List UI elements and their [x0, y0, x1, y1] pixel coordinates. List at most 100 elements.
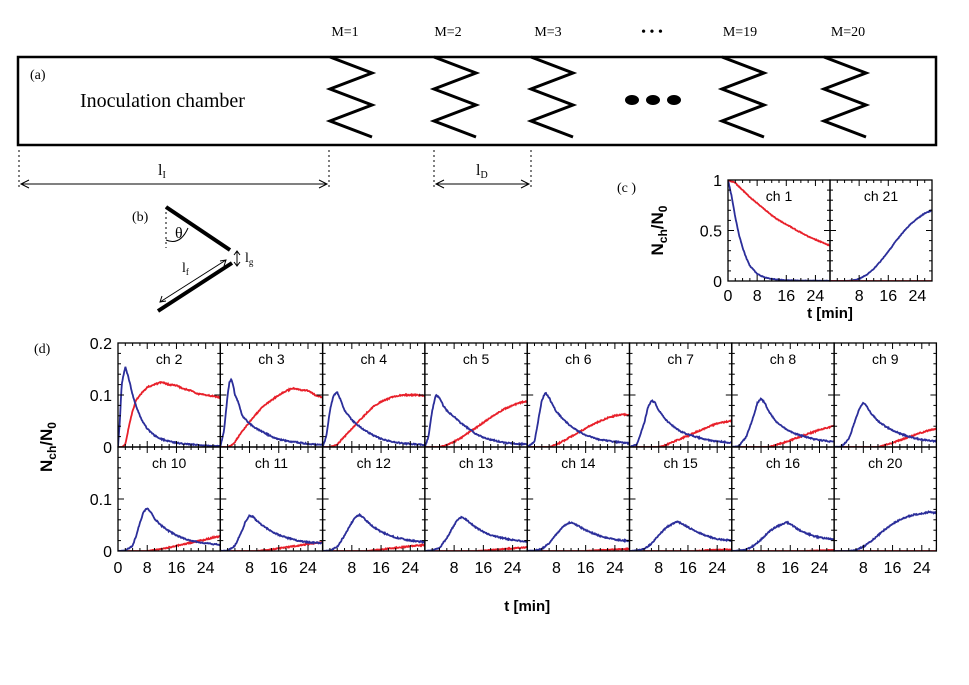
x-tick-label: 24 — [807, 288, 825, 305]
x-tick-label: 24 — [299, 560, 317, 577]
x-tick-label: 8 — [245, 560, 254, 577]
x-axis-label: t [min] — [807, 305, 853, 322]
subplot-title: ch 21 — [864, 188, 898, 204]
x-tick-label: 16 — [577, 560, 595, 577]
subplot-title: ch 6 — [565, 351, 592, 367]
subplot-ch-8: ch 8 — [731, 342, 835, 448]
x-tick-label: 8 — [753, 288, 762, 305]
series-red — [220, 386, 323, 447]
subplot-ch-1: ch 1 — [727, 179, 831, 282]
module-label-1: M=1 — [331, 25, 358, 40]
x-tick-label: 16 — [777, 288, 795, 305]
funnel-wall-19 — [717, 55, 769, 139]
series-blue — [424, 515, 528, 551]
y-axis-label: Nch/N0 — [37, 422, 59, 472]
x-tick-label: 8 — [855, 288, 864, 305]
x-tick-label: 16 — [879, 288, 897, 305]
subplot-ch-4: ch 4 — [321, 342, 426, 448]
subplot-ch-9: ch 9 — [833, 342, 938, 448]
series-blue — [834, 510, 937, 551]
x-tick-label: 24 — [909, 288, 927, 305]
subplot-title: ch 13 — [459, 455, 493, 471]
subplot-title: ch 8 — [770, 351, 797, 367]
middle-ellipsis — [625, 95, 681, 105]
y-tick-label: 0.1 — [90, 388, 112, 405]
subplot-title: ch 11 — [255, 455, 288, 471]
funnel-arm-upper — [164, 205, 232, 252]
x-tick-label: 16 — [679, 560, 697, 577]
x-tick-label: 0 — [114, 560, 123, 577]
series-red — [118, 381, 221, 447]
subplot-ch-21: ch 21 — [829, 179, 933, 282]
series-blue — [629, 520, 732, 551]
x-tick-label: 16 — [372, 560, 390, 577]
y-tick-label: 0 — [103, 544, 112, 561]
x-tick-label: 16 — [168, 560, 186, 577]
series-blue — [220, 377, 323, 447]
y-tick-label: 0 — [713, 274, 722, 291]
subplot-frame — [829, 179, 933, 282]
series-red — [527, 547, 630, 551]
subplot-ch-12: ch 12 — [321, 446, 426, 552]
x-tick-label: 24 — [606, 560, 624, 577]
length-D-label: lD — [476, 162, 488, 181]
x-tick-label: 24 — [708, 560, 726, 577]
y-axis-label: Nch/N0 — [648, 205, 670, 255]
x-tick-label: 8 — [347, 560, 356, 577]
subplot-title: ch 2 — [156, 351, 183, 367]
series-red — [629, 418, 732, 447]
subplot-title: ch 14 — [561, 455, 595, 471]
panel-label-c: (c ) — [617, 181, 636, 196]
series-blue — [830, 209, 932, 281]
subplot-ch-5: ch 5 — [424, 342, 528, 448]
x-axis-label: t [min] — [504, 598, 550, 615]
series-blue — [322, 512, 425, 551]
x-tick-label: 16 — [270, 560, 288, 577]
x-tick-label: 24 — [504, 560, 522, 577]
series-red — [629, 548, 732, 551]
x-tick-label: 24 — [811, 560, 829, 577]
x-tick-label: 0 — [724, 288, 733, 305]
x-tick-label: 24 — [913, 560, 931, 577]
subplot-title: ch 12 — [357, 455, 391, 471]
series-blue — [731, 520, 835, 551]
x-tick-label: 8 — [757, 560, 766, 577]
module-label-2: M=2 — [434, 25, 461, 40]
schematic-panel: (a) Inoculation chamber M=1 M=2 M=3 • • … — [16, 25, 938, 190]
subplot-title: ch 4 — [361, 351, 388, 367]
arm-length-label: lf — [182, 261, 189, 277]
subplot-title: ch 9 — [872, 351, 899, 367]
subplot-ch-2: ch 2 — [117, 342, 221, 448]
subplot-ch-10: ch 10 — [117, 446, 221, 552]
subplot-title: ch 7 — [667, 351, 694, 367]
chamber-label: Inoculation chamber — [80, 90, 245, 112]
subplot-ch-15: ch 15 — [628, 446, 733, 552]
subplot-ch-11: ch 11 — [219, 446, 324, 552]
series-red — [728, 180, 830, 247]
series-blue — [322, 391, 425, 447]
x-tick-label: 24 — [401, 560, 419, 577]
series-blue — [527, 391, 630, 447]
subplot-ch-14: ch 14 — [526, 446, 631, 552]
panel-label-a: (a) — [30, 68, 46, 83]
theta-label: θ — [175, 225, 183, 242]
subplot-frame — [833, 446, 938, 552]
series-blue — [731, 397, 835, 447]
subplot-ch-6: ch 6 — [526, 342, 631, 448]
series-red — [118, 534, 221, 551]
subplot-title: ch 16 — [766, 455, 800, 471]
subplot-title: ch 10 — [152, 455, 186, 471]
series-red — [322, 392, 425, 447]
module-label-20: M=20 — [831, 25, 865, 40]
series-blue — [629, 399, 732, 447]
subplot-title: ch 1 — [766, 188, 793, 204]
subplot-title: ch 20 — [868, 455, 902, 471]
gap-label: lg — [245, 251, 254, 267]
x-tick-label: 24 — [197, 560, 215, 577]
series-red — [731, 424, 835, 447]
series-blue — [424, 393, 528, 447]
y-tick-label: 1 — [713, 173, 722, 190]
panel-d-chart: ch 2 ch 3 ch 4 ch 5 ch 6 ch 7 ch 8 ch 9 ch 10 ch … — [34, 336, 938, 615]
series-blue — [118, 366, 221, 447]
module-label-19: M=19 — [723, 25, 757, 40]
